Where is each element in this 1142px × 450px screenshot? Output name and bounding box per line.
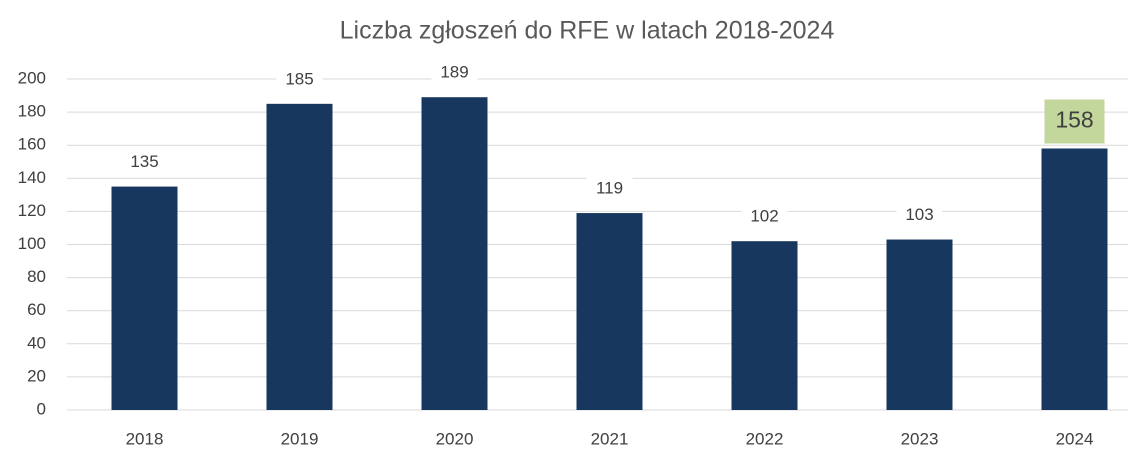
data-label: 103: [905, 205, 933, 224]
x-tick-label: 2023: [901, 429, 939, 448]
bar: [731, 241, 798, 410]
y-tick-label: 180: [18, 102, 46, 121]
x-tick-label: 2019: [281, 429, 319, 448]
bar: [266, 103, 333, 410]
data-label: 102: [750, 207, 778, 226]
chart-title: Liczba zgłoszeń do RFE w latach 2018-202…: [340, 17, 835, 45]
y-tick-label: 40: [27, 333, 46, 352]
y-tick-label: 20: [27, 366, 46, 385]
y-tick-label: 140: [18, 168, 46, 187]
data-label-background: [1044, 99, 1105, 144]
x-tick-label: 2024: [1056, 429, 1094, 448]
x-tick-label: 2018: [126, 429, 164, 448]
y-tick-label: 120: [18, 201, 46, 220]
data-label-background: [121, 149, 168, 176]
y-tick-label: 60: [27, 300, 46, 319]
data-label: 135: [130, 152, 158, 171]
y-tick-label: 160: [18, 135, 46, 154]
data-label-background: [431, 60, 478, 87]
data-label: 185: [285, 69, 313, 88]
data-label: 119: [596, 179, 623, 198]
x-tick-label: 2020: [436, 429, 474, 448]
bar: [421, 97, 488, 410]
data-label-background: [741, 204, 788, 231]
x-tick-label: 2022: [746, 429, 784, 448]
data-label: 158: [1055, 107, 1093, 133]
y-tick-label: 100: [18, 234, 46, 253]
y-tick-label: 0: [37, 399, 46, 418]
data-label-background: [896, 202, 943, 229]
data-label: 189: [440, 63, 468, 82]
x-tick-label: 2021: [591, 429, 629, 448]
bar: [576, 213, 643, 410]
y-tick-label: 200: [18, 68, 46, 87]
data-label-background: [586, 176, 633, 203]
data-label-background: [276, 66, 323, 93]
y-tick-label: 80: [27, 267, 46, 286]
bar: [111, 186, 178, 410]
bar: [886, 239, 953, 410]
bar: [1041, 148, 1108, 410]
